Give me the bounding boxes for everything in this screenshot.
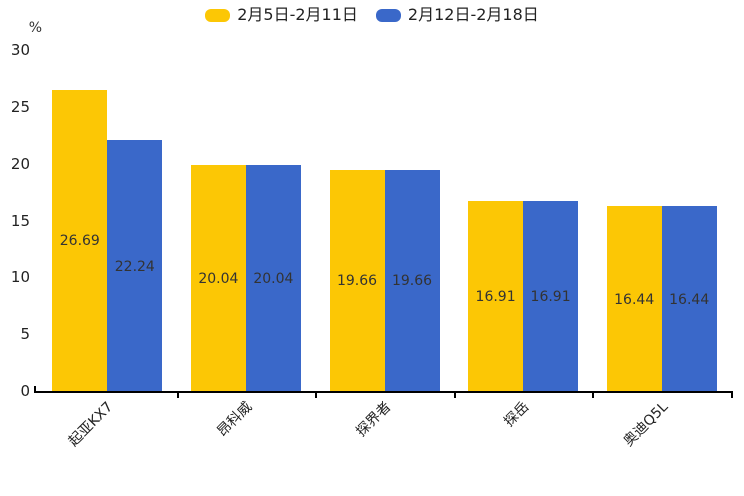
x-tick-label: 探界者 — [352, 399, 394, 441]
y-tick-label: 0 — [20, 382, 30, 400]
x-tick-label: 探岳 — [501, 399, 533, 431]
bar-value-label: 20.04 — [253, 271, 294, 288]
x-axis-tick — [592, 393, 595, 398]
bar — [384, 169, 440, 393]
bar-value-label: 16.91 — [475, 288, 516, 305]
bar — [329, 169, 385, 393]
x-axis-left-cap — [34, 386, 36, 392]
y-tick-label: 25 — [10, 97, 30, 116]
bar-value-label: 16.44 — [614, 291, 655, 308]
bar-value-label: 19.66 — [391, 273, 433, 290]
y-tick-label: 5 — [20, 325, 30, 344]
legend-label: 2月5日-2月11日 — [237, 5, 358, 24]
bar — [523, 200, 579, 393]
x-tick-label: 起亚KX7 — [65, 399, 117, 450]
bar — [107, 140, 163, 393]
x-axis-tick — [731, 393, 733, 398]
legend-label: 2月12日-2月18日 — [407, 5, 539, 24]
x-axis-tick — [315, 393, 318, 398]
bar-value-label: 22.24 — [114, 258, 155, 275]
x-tick-label: 奥迪Q5L — [620, 399, 672, 450]
y-axis-unit-label: % — [28, 20, 42, 36]
legend-item-1[interactable]: 2月5日-2月11日 — [205, 5, 358, 25]
legend-item-2[interactable]: 2月12日-2月18日 — [375, 5, 539, 25]
bar-value-label: 20.04 — [198, 271, 239, 288]
x-axis-tick — [176, 393, 179, 398]
y-tick-label: 30 — [10, 41, 30, 59]
y-tick-label: 15 — [10, 211, 30, 230]
x-axis-tick — [453, 393, 456, 398]
x-tick-label: 昂科威 — [214, 399, 256, 441]
bar-value-label: 16.44 — [669, 291, 710, 308]
bar-value-label: 26.69 — [59, 233, 100, 250]
bar-value-label: 19.66 — [336, 273, 378, 290]
y-tick-label: 10 — [10, 268, 30, 287]
bar — [468, 200, 524, 393]
y-tick-label: 20 — [10, 154, 30, 173]
bar — [245, 165, 301, 393]
bar — [190, 165, 246, 393]
bar-value-label: 16.91 — [530, 288, 571, 305]
x-axis-line — [34, 391, 733, 393]
legend-color-swatch — [375, 8, 401, 22]
legend: 2月5日-2月11日 2月12日-2月18日 — [0, 5, 744, 25]
bar — [661, 206, 717, 393]
legend-color-swatch — [205, 8, 231, 22]
bar — [606, 206, 662, 393]
bar — [52, 89, 108, 393]
